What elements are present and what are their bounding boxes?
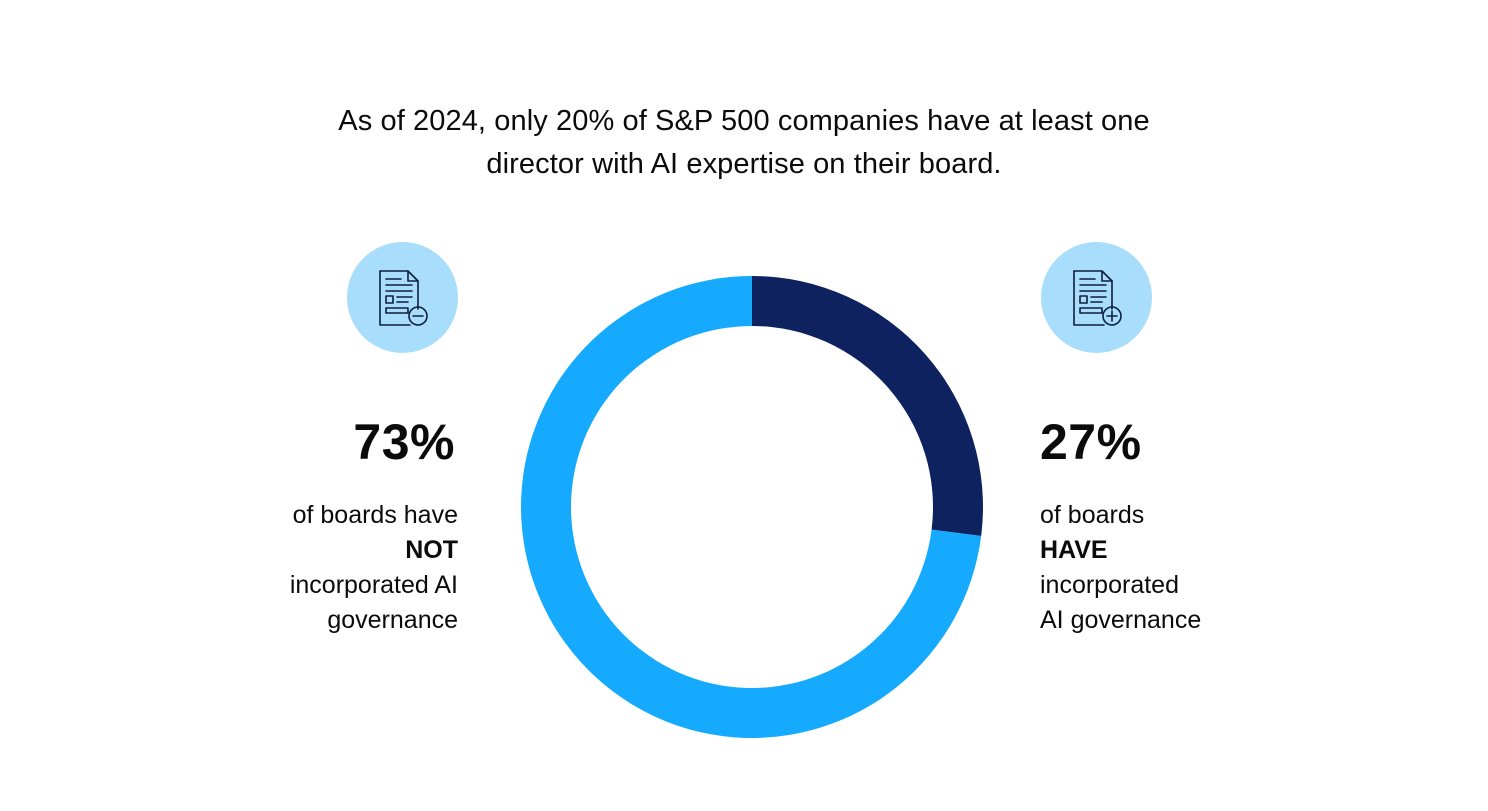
chart-title: As of 2024, only 20% of S&P 500 companie… — [244, 100, 1244, 186]
left-percent: 73% — [353, 414, 455, 470]
right-desc-line-2: HAVE — [1040, 536, 1108, 564]
right-desc-line-3: incorporated — [1040, 571, 1179, 599]
right-desc-line-1: of boards — [1040, 501, 1145, 529]
document-plus-icon — [1041, 242, 1152, 353]
left-desc-line-2: NOT — [405, 536, 458, 564]
right-percent: 27% — [1040, 414, 1142, 470]
left-description: of boards have NOT incorporated AI gover… — [228, 498, 458, 638]
right-description: of boards HAVE incorporated AI governanc… — [1040, 498, 1270, 638]
donut-chart — [520, 275, 984, 739]
donut-svg — [521, 276, 983, 738]
donut-slice-have — [752, 276, 983, 536]
right-desc-line-4: AI governance — [1040, 606, 1202, 634]
title-line-1: As of 2024, only 20% of S&P 500 companie… — [338, 105, 1150, 137]
left-desc-line-1: of boards have — [292, 501, 458, 529]
left-desc-line-4: governance — [327, 606, 458, 634]
title-line-2: director with AI expertise on their boar… — [486, 148, 1002, 180]
document-minus-icon — [347, 242, 458, 353]
left-desc-line-3: incorporated AI — [289, 571, 458, 599]
